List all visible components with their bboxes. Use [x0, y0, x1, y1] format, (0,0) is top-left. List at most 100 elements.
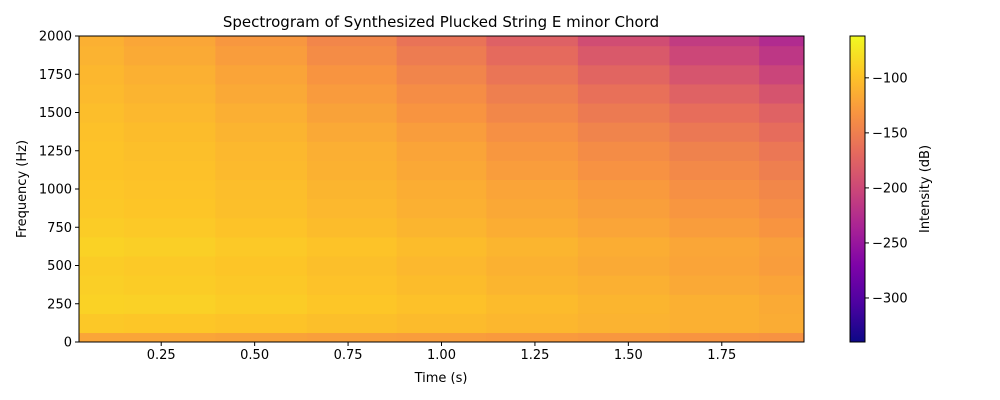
heatmap-cell [215, 45, 308, 66]
heatmap-cell [215, 122, 308, 142]
heatmap-cell [669, 294, 760, 314]
heatmap-cell [669, 83, 760, 104]
heatmap-cell [306, 45, 398, 66]
heatmap-cell [396, 217, 487, 238]
heatmap-cell [215, 275, 308, 295]
heatmap-cell [123, 36, 217, 47]
heatmap-cell [396, 160, 487, 181]
heatmap-cell [759, 45, 804, 66]
heatmap-cell [486, 141, 579, 161]
heatmap-cell [669, 313, 760, 334]
heatmap-cell [669, 255, 760, 276]
y-tick-label: 0 [64, 336, 72, 351]
heatmap-cell [306, 141, 398, 161]
heatmap-cell [759, 83, 804, 104]
heatmap-cell [759, 275, 804, 295]
heatmap-cell [759, 255, 804, 276]
heatmap-cell [123, 179, 217, 200]
heatmap-cell [306, 36, 398, 47]
heatmap-cell [396, 102, 487, 123]
heatmap-cell [759, 179, 804, 200]
heatmap-cell [123, 294, 217, 314]
heatmap-cell [306, 160, 398, 181]
heatmap-cell [486, 122, 579, 142]
heatmap-cell [669, 122, 760, 142]
heatmap-cell [396, 179, 487, 200]
heatmap-cell [79, 45, 125, 66]
heatmap-cell [577, 332, 671, 342]
heatmap-cell [396, 332, 487, 342]
heatmap-cell [215, 332, 308, 342]
heatmap-cell [486, 36, 579, 47]
heatmap-cell [759, 313, 804, 334]
x-tick-label: 0.75 [334, 348, 363, 363]
heatmap-cell [577, 64, 671, 85]
heatmap-cell [669, 64, 760, 85]
y-tick-label: 750 [47, 221, 72, 236]
heatmap-cell [306, 122, 398, 142]
heatmap-cell [486, 102, 579, 123]
colorbar-tick-label: −150 [872, 126, 908, 141]
x-tick-label: 1.75 [707, 348, 736, 363]
heatmap-cell [123, 122, 217, 142]
heatmap-cell [486, 294, 579, 314]
heatmap-cell [306, 179, 398, 200]
y-axis-ticks: 0 250 500 750 1000 1250 1500 1750 2000 [39, 30, 79, 351]
colorbar-ticks: −100 −150 −200 −250 −300 [865, 71, 908, 306]
heatmap-cell [396, 294, 487, 314]
heatmap-cell [215, 64, 308, 85]
x-axis-ticks: 0.25 0.50 0.75 1.00 1.25 1.50 1.75 [147, 342, 736, 363]
heatmap-cell [486, 313, 579, 334]
heatmap-cell [759, 64, 804, 85]
heatmap-cell [577, 36, 671, 47]
heatmap-cell [396, 122, 487, 142]
heatmap-cell [669, 45, 760, 66]
heatmap-cell [306, 294, 398, 314]
heatmap-cell [577, 313, 671, 334]
heatmap-cell [215, 160, 308, 181]
heatmap-cell [79, 83, 125, 104]
y-tick-label: 1750 [39, 68, 72, 83]
heatmap-cell [79, 255, 125, 276]
heatmap-cell [123, 275, 217, 295]
heatmap-cell [669, 332, 760, 342]
heatmap-cell [577, 255, 671, 276]
heatmap-cell [577, 179, 671, 200]
heatmap-cell [486, 160, 579, 181]
heatmap-cell [486, 275, 579, 295]
heatmap-cell [215, 294, 308, 314]
y-tick-label: 1250 [39, 144, 72, 159]
heatmap-cell [669, 198, 760, 219]
heatmap-cell [396, 313, 487, 334]
heatmap-cell [123, 64, 217, 85]
heatmap-plot-area [79, 36, 804, 342]
heatmap-cell [486, 64, 579, 85]
y-tick-label: 1000 [39, 183, 72, 198]
heatmap-cell [79, 332, 125, 342]
y-tick-label: 1500 [39, 106, 72, 121]
heatmap-cell [79, 64, 125, 85]
heatmap-cell [79, 141, 125, 161]
heatmap-cell [486, 198, 579, 219]
heatmap-cell [577, 122, 671, 142]
heatmap-cell [396, 255, 487, 276]
heatmap-cell [215, 141, 308, 161]
x-tick-label: 1.50 [614, 348, 643, 363]
heatmap-cell [123, 160, 217, 181]
heatmap-cell [759, 160, 804, 181]
heatmap-cell [123, 102, 217, 123]
heatmap-cell [215, 179, 308, 200]
y-tick-label: 250 [47, 297, 72, 312]
colorbar-tick-label: −200 [872, 181, 908, 196]
heatmap-cell [215, 255, 308, 276]
heatmap-cell [396, 83, 487, 104]
heatmap-cell [486, 217, 579, 238]
heatmap-cell [396, 141, 487, 161]
heatmap-cell [306, 236, 398, 257]
heatmap-cell [123, 141, 217, 161]
heatmap-cell [759, 332, 804, 342]
colorbar-tick-label: −300 [872, 291, 908, 306]
heatmap-cell [669, 179, 760, 200]
heatmap-cell [486, 332, 579, 342]
heatmap-cell [759, 36, 804, 47]
